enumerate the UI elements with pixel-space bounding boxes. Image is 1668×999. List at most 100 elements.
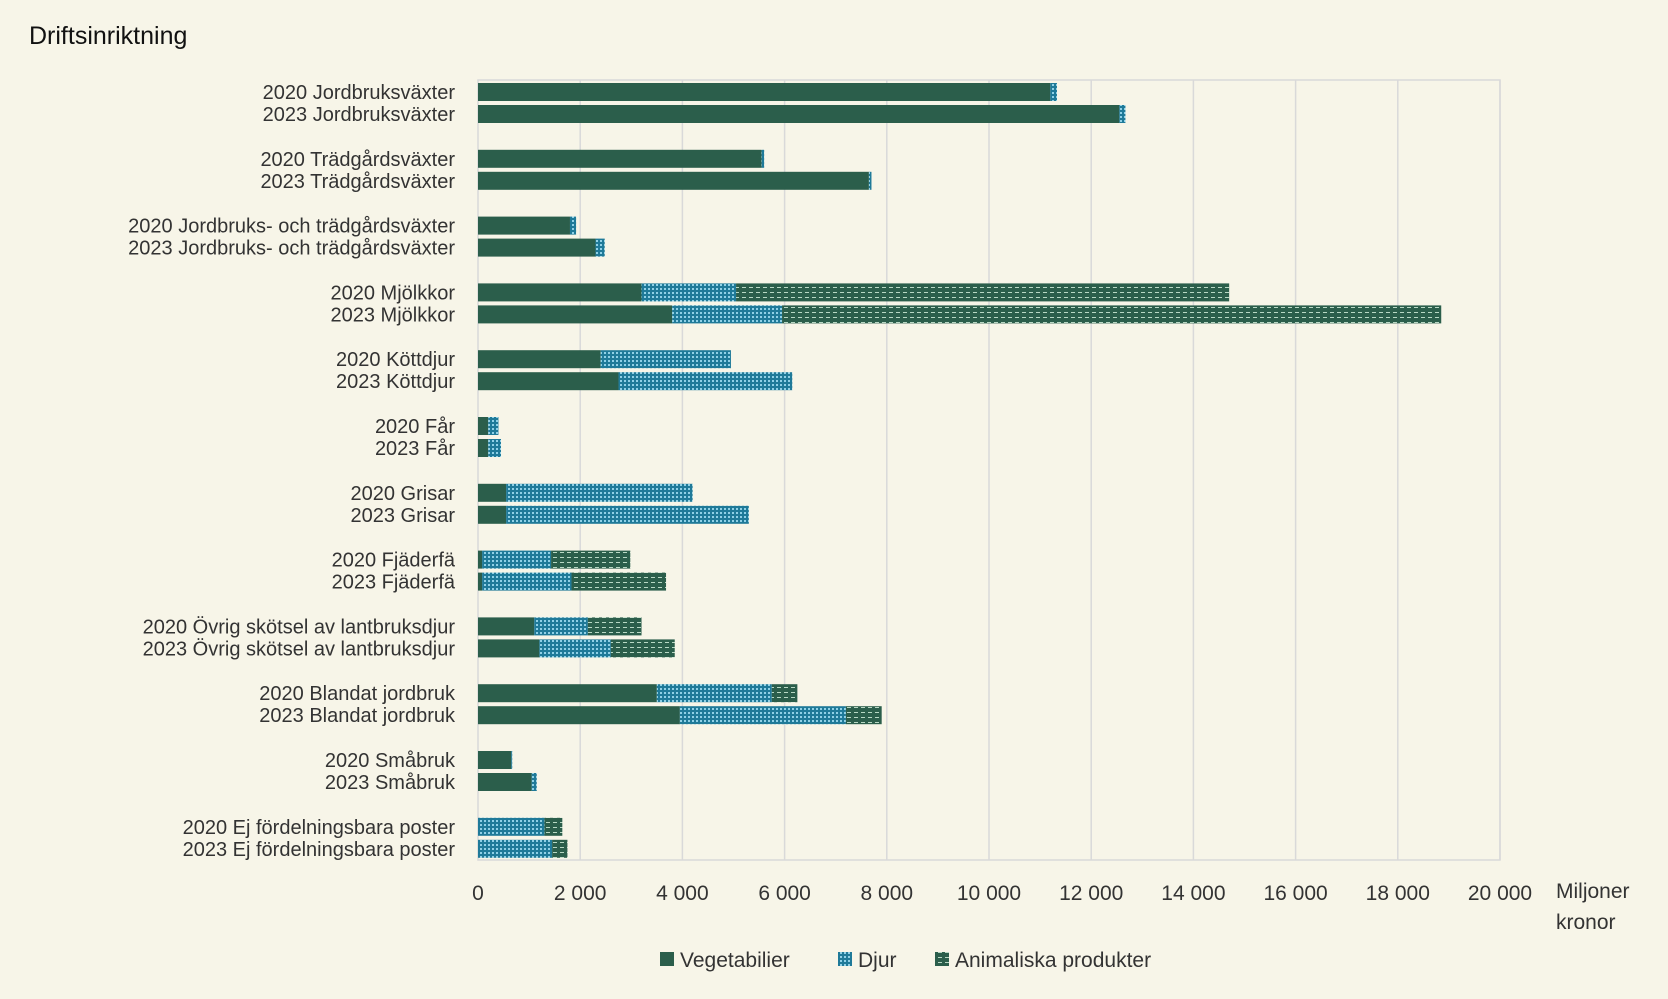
category-label: 2020 Småbruk [325, 750, 456, 772]
category-label: 2020 Övrig skötsel av lantbruksdjur [143, 616, 456, 638]
bar-segment-djur [679, 706, 846, 725]
bar-segment-djur [506, 483, 693, 502]
bar-segment-djur [868, 171, 872, 190]
bar-segment-djur [1050, 83, 1057, 101]
category-label: 2023 Trädgårdsväxter [260, 171, 455, 193]
x-tick-label: 20 000 [1468, 882, 1532, 905]
bar-segment-djur [600, 350, 731, 369]
category-label: 2020 Blandat jordbruk [259, 683, 456, 705]
category-label: 2020 Ej fördelningsbara poster [183, 817, 456, 839]
bar-segment-vegetabilier [478, 283, 642, 302]
bar-segment-vegetabilier [478, 773, 532, 791]
bar-segment-vegetabilier [478, 305, 673, 324]
bar-segment-vegetabilier [478, 684, 657, 703]
chart-title: Driftsinriktning [29, 22, 187, 50]
category-label: 2023 Jordbruksväxter [263, 104, 456, 126]
x-tick-label: 2 000 [554, 882, 607, 905]
bar-segment-animaliska-produkter [552, 839, 568, 858]
bar-segment-vegetabilier [478, 550, 483, 569]
bar-segment-vegetabilier [478, 751, 512, 769]
category-label: 2023 Mjölkkor [330, 304, 455, 326]
bar-segment-animaliska-produkter [544, 817, 563, 836]
category-label: 2023 Småbruk [325, 772, 456, 794]
legend-swatch [935, 952, 949, 966]
bar-segment-djur [569, 216, 577, 235]
category-label: 2020 Jordbruks- och trädgårdsväxter [128, 216, 455, 238]
category-label: 2023 Köttdjur [336, 371, 455, 393]
bar-segment-djur [478, 839, 553, 858]
bar-segment-animaliska-produkter [571, 572, 667, 591]
legend-label: Djur [858, 949, 897, 972]
x-tick-labels: 0 2 000 4 000 6 000 8 000 10 000 12 000 14 000 1… [472, 882, 1532, 905]
bar-segment-animaliska-produkter [610, 639, 675, 658]
bar-segment-djur [506, 505, 749, 524]
legend: Vegetabilier Djur Animaliska produkter [660, 949, 1151, 972]
bar-segment-vegetabilier [478, 639, 540, 658]
bar-segment-animaliska-produkter [551, 550, 631, 569]
bar-segment-djur [641, 283, 737, 302]
bar-segment-djur [511, 751, 513, 769]
bar-segment-vegetabilier [478, 572, 483, 591]
bar-segment-vegetabilier [478, 372, 619, 391]
bar-segment-djur [539, 639, 611, 658]
category-label: 2020 Köttdjur [336, 349, 455, 371]
x-tick-label: 8 000 [861, 882, 914, 905]
category-label: 2020 Trädgårdsväxter [260, 149, 455, 171]
x-tick-label: 0 [472, 882, 484, 905]
bar-segment-djur [531, 773, 537, 791]
bar-segment-djur [672, 305, 783, 324]
bar-segment-animaliska-produkter [845, 706, 882, 725]
x-tick-label: 14 000 [1161, 882, 1225, 905]
bar-segment-vegetabilier [478, 617, 535, 636]
bar-segment-djur [488, 439, 501, 457]
gridlines [579, 80, 1501, 860]
category-label: 2020 Får [375, 416, 455, 438]
bar-segment-vegetabilier [478, 706, 680, 725]
x-tick-label: 16 000 [1263, 882, 1327, 905]
legend-label: Vegetabilier [680, 949, 790, 972]
x-tick-label: 10 000 [957, 882, 1021, 905]
bar-segment-djur [482, 572, 572, 591]
bar-segment-animaliska-produkter [587, 617, 642, 636]
category-label: 2023 Fjäderfä [332, 572, 456, 594]
category-label: 2023 Får [375, 438, 455, 460]
category-label: 2023 Blandat jordbruk [259, 705, 456, 727]
x-tick-label: 18 000 [1366, 882, 1430, 905]
legend-swatch [838, 952, 852, 966]
bar-segment-vegetabilier [478, 417, 489, 435]
bars [478, 83, 1442, 858]
category-label: 2023 Grisar [351, 505, 456, 527]
category-label: 2020 Grisar [351, 483, 456, 505]
bar-segment-animaliska-produkter [771, 684, 798, 703]
bar-segment-animaliska-produkter [782, 305, 1442, 324]
legend-swatch [660, 952, 674, 966]
bar-segment-vegetabilier [478, 149, 762, 168]
x-tick-label: 12 000 [1059, 882, 1123, 905]
bar-segment-vegetabilier [478, 216, 570, 235]
bar-segment-djur [595, 238, 605, 257]
x-unit-label-line1: Miljoner [1556, 880, 1630, 903]
bar-segment-animaliska-produkter [736, 283, 1230, 302]
bar-segment-vegetabilier [478, 105, 1120, 123]
bar-segment-vegetabilier [478, 439, 489, 457]
bar-segment-djur [761, 149, 765, 168]
category-label: 2020 Fjäderfä [332, 550, 456, 572]
category-label: 2023 Jordbruks- och trädgårdsväxter [128, 238, 455, 260]
bar-segment-djur [1119, 105, 1126, 123]
bar-segment-vegetabilier [478, 238, 596, 257]
x-tick-label: 4 000 [656, 882, 709, 905]
bar-segment-djur [618, 372, 793, 391]
category-label: 2020 Mjölkkor [330, 282, 455, 304]
bar-segment-vegetabilier [478, 171, 869, 190]
bar-segment-vegetabilier [478, 350, 601, 369]
category-label: 2023 Övrig skötsel av lantbruksdjur [143, 638, 456, 660]
bar-segment-djur [534, 617, 588, 636]
bar-segment-vegetabilier [478, 83, 1051, 101]
category-label: 2020 Jordbruksväxter [263, 82, 456, 104]
category-label: 2023 Ej fördelningsbara poster [183, 839, 456, 861]
bar-segment-djur [482, 550, 552, 569]
legend-label: Animaliska produkter [955, 949, 1151, 972]
